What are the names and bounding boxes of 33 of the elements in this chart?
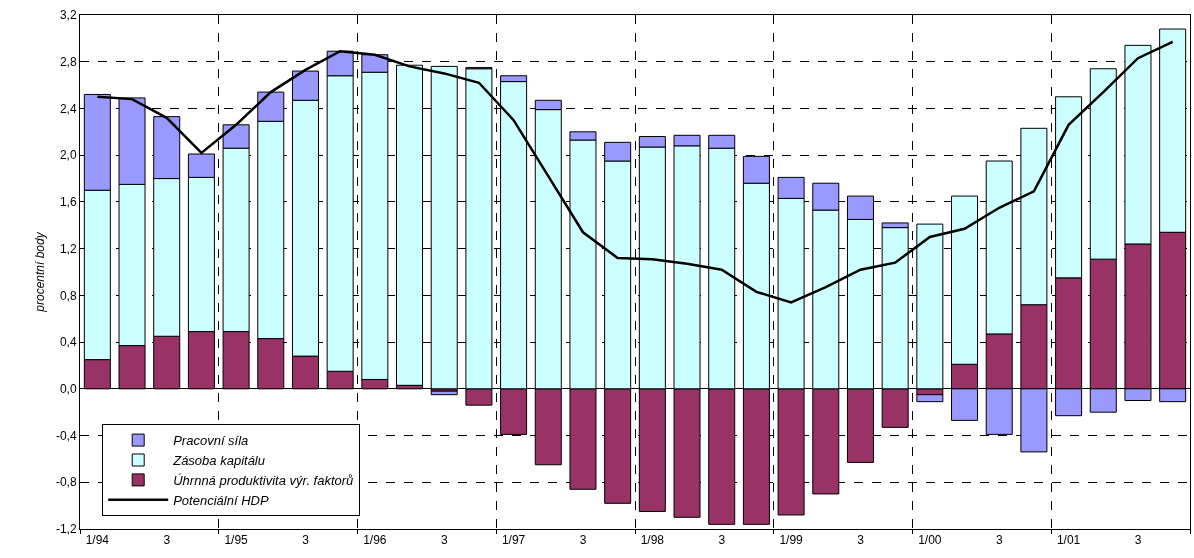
y-tick-label: 2,0 [59,148,77,163]
y-tick-label: 2,4 [59,101,77,116]
x-tick-label: 1/98 [640,533,665,548]
y-tick-label: 3,2 [59,8,77,23]
y-tick-label: -0,8 [55,475,77,490]
y-tick-label: 2,8 [59,54,77,69]
y-tick-label: 0,0 [59,382,77,397]
x-tick-label: 1/95 [224,533,249,548]
legend-label: Úhrnná produktivita výr. faktorů [173,472,354,488]
x-tick-label: 3 [995,533,1003,548]
x-tick-label: 3 [302,533,310,548]
x-tick-label: 1/94 [85,533,110,548]
x-tick-label: 1/96 [363,533,387,548]
x-tick-label: 1/97 [501,533,526,548]
x-tick-label: 3 [163,533,171,548]
legend-label: Pracovní síla [173,433,249,449]
x-tick-label: 3 [1134,533,1142,548]
y-tick-label: 0,4 [59,335,77,350]
x-tick-label: 3 [718,533,726,548]
x-tick-label: 1/01 [1056,533,1081,548]
y-tick-label: -0,4 [55,428,77,443]
x-tick-label: 1/99 [779,533,804,548]
x-tick-label: 3 [440,533,448,548]
legend-label: Potenciální HDP [173,492,269,508]
x-tick-label: 1/00 [918,533,942,548]
x-tick-label: 3 [857,533,865,548]
y-tick-label: 0,8 [59,288,77,303]
x-tick-label: 3 [579,533,587,548]
y-axis-title: procentní body [33,231,48,313]
y-tick-label: 1,2 [59,241,77,256]
y-tick-label: -1,2 [55,522,77,537]
y-tick-label: 1,6 [59,195,77,210]
legend-label: Zásoba kapitálu [172,453,265,469]
